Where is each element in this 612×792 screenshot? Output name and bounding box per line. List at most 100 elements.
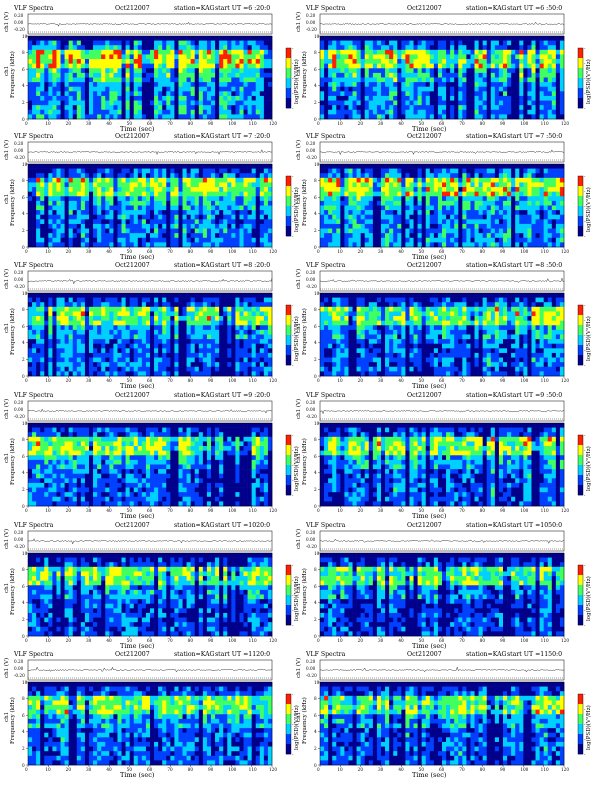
colorbar-segment	[286, 704, 291, 715]
waveform-trace	[27, 666, 273, 673]
spectrogram-panel: VLF Spectra Oct212007 station=KAG start UT …	[2, 391, 302, 520]
x-tick-label: 20	[357, 249, 363, 254]
y-tick-label: 2	[22, 356, 25, 362]
x-tick-label: 40	[398, 378, 404, 383]
x-tick-label: 50	[126, 378, 132, 383]
x-tick-label: 110	[540, 508, 549, 513]
channel-tick-label: 0.20	[14, 659, 24, 664]
x-tick-label: 30	[378, 378, 384, 383]
y-tick-label: 4	[314, 729, 317, 735]
y-tick-label: 4	[22, 729, 25, 735]
x-tick-label: 70	[459, 378, 465, 383]
colorbar-segment	[578, 485, 583, 496]
x-tick-label: 30	[86, 249, 92, 254]
panel-date: Oct212007	[115, 133, 150, 140]
colorbar-segment	[286, 196, 291, 207]
x-tick-label: 80	[479, 638, 485, 643]
colorbar-frame	[577, 564, 584, 626]
colorbar-segment	[286, 176, 291, 187]
x-tick-label: 10	[337, 638, 343, 643]
x-tick-label: 0	[25, 767, 28, 772]
x-tick-label: 90	[500, 249, 506, 254]
panel-station: station=KAG	[466, 392, 507, 399]
colorbar-segment	[286, 355, 291, 366]
colorbar-tick: -	[584, 61, 586, 66]
panel-graphics	[26, 13, 292, 121]
x-tick-label: 60	[147, 121, 153, 126]
panel-graphics	[318, 141, 584, 249]
colorbar-tick: -	[292, 737, 294, 742]
x-tick-label: 20	[65, 249, 71, 254]
panel-title: VLF Spectra	[306, 133, 346, 140]
x-tick-label: 0	[317, 767, 320, 772]
x-tick-label: 50	[418, 121, 424, 126]
x-tick-label: 40	[398, 638, 404, 643]
x-axis-label: Time (sec)	[120, 771, 155, 779]
colorbar-tick: -	[292, 348, 294, 353]
frequency-axis-label: Frequency (kHz)	[302, 568, 308, 615]
x-tick-label: 40	[106, 638, 112, 643]
x-tick-label: 10	[45, 767, 51, 772]
colorbar-frame	[577, 47, 584, 109]
panel-date: Oct212007	[115, 5, 150, 12]
x-tick-label: 100	[228, 508, 237, 513]
panel-station: station=KAG	[174, 262, 215, 269]
colorbar-segment	[286, 455, 291, 466]
waveform-trace	[27, 278, 273, 285]
panel-header: VLF Spectra Oct212007 station=KAG start UT …	[2, 650, 302, 660]
y-tick-label: 10	[22, 679, 28, 685]
y-tick-label: 4	[314, 470, 317, 476]
colorbar-segment	[286, 345, 291, 356]
y-tick-label: 0	[314, 503, 317, 509]
y-tick-label: 10	[314, 679, 320, 685]
colorbar-tick: -	[584, 563, 586, 568]
panel-graphics	[26, 659, 292, 767]
x-tick-label: 50	[418, 767, 424, 772]
channel-tick-label: 0.20	[14, 13, 24, 18]
x-tick-label: 110	[248, 638, 257, 643]
colorbar-label: log(PSD)(V²/Hz)	[586, 316, 592, 361]
colorbar-tick: -	[292, 106, 294, 111]
y-tick-label: 0	[314, 633, 317, 639]
panel-header: VLF Spectra Oct212007 station=KAG start UT …	[2, 132, 302, 142]
channel-tick-label: -0.20	[14, 544, 25, 549]
ch1-side-label: ch1	[4, 322, 10, 333]
frequency-axis-label: Frequency (kHz)	[302, 179, 308, 226]
channel-tick-label: 0.20	[306, 13, 316, 18]
x-tick-label: 100	[520, 638, 529, 643]
panel-title: VLF Spectra	[306, 262, 346, 269]
y-tick-label: 8	[314, 50, 317, 56]
spectrogram-panel: VLF Spectra Oct212007 station=KAG start UT …	[2, 521, 302, 650]
x-tick-label: 120	[561, 638, 569, 643]
colorbar-segment	[286, 485, 291, 496]
x-tick-label: 10	[45, 508, 51, 513]
colorbar-tick: -	[584, 737, 586, 742]
ch1-side-label: ch1	[296, 65, 302, 76]
colorbar-segment	[578, 78, 583, 89]
panel-header: VLF Spectra Oct212007 station=KAG start UT …	[294, 391, 594, 401]
panel-date: Oct212007	[115, 262, 150, 269]
x-tick-label: 110	[540, 121, 549, 126]
x-tick-label: 50	[126, 767, 132, 772]
x-tick-label: 110	[248, 767, 257, 772]
colorbar-segment	[286, 88, 291, 99]
x-tick-label: 0	[25, 249, 28, 254]
x-tick-label: 30	[378, 638, 384, 643]
channel-axis-label: ch1 (V)	[296, 657, 302, 678]
panel-header: VLF Spectra Oct212007 station=KAG start UT …	[294, 261, 594, 271]
colorbar-tick: -	[292, 333, 294, 338]
colorbar-frame	[285, 564, 292, 626]
x-tick-label: 20	[357, 638, 363, 643]
frequency-axis-label: Frequency (kHz)	[10, 697, 16, 744]
colorbar-segment	[578, 58, 583, 69]
channel-tick-label: 0.20	[306, 530, 316, 535]
x-axis-label: Time (sec)	[412, 253, 447, 261]
x-tick-label: 60	[439, 378, 445, 383]
colorbar-frame	[285, 304, 292, 366]
y-tick-label: 6	[22, 66, 25, 72]
panel-start-time: start UT =7 :20:0	[215, 133, 271, 140]
y-tick-label: 6	[22, 583, 25, 589]
waveform-trace	[319, 409, 565, 415]
channel-tick-label: 0.00	[14, 537, 24, 542]
y-tick-label: 2	[22, 99, 25, 105]
